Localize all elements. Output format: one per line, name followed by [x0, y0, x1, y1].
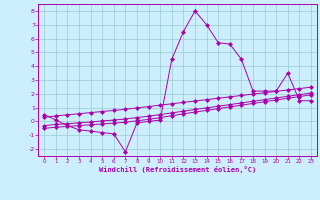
X-axis label: Windchill (Refroidissement éolien,°C): Windchill (Refroidissement éolien,°C) [99, 166, 256, 173]
